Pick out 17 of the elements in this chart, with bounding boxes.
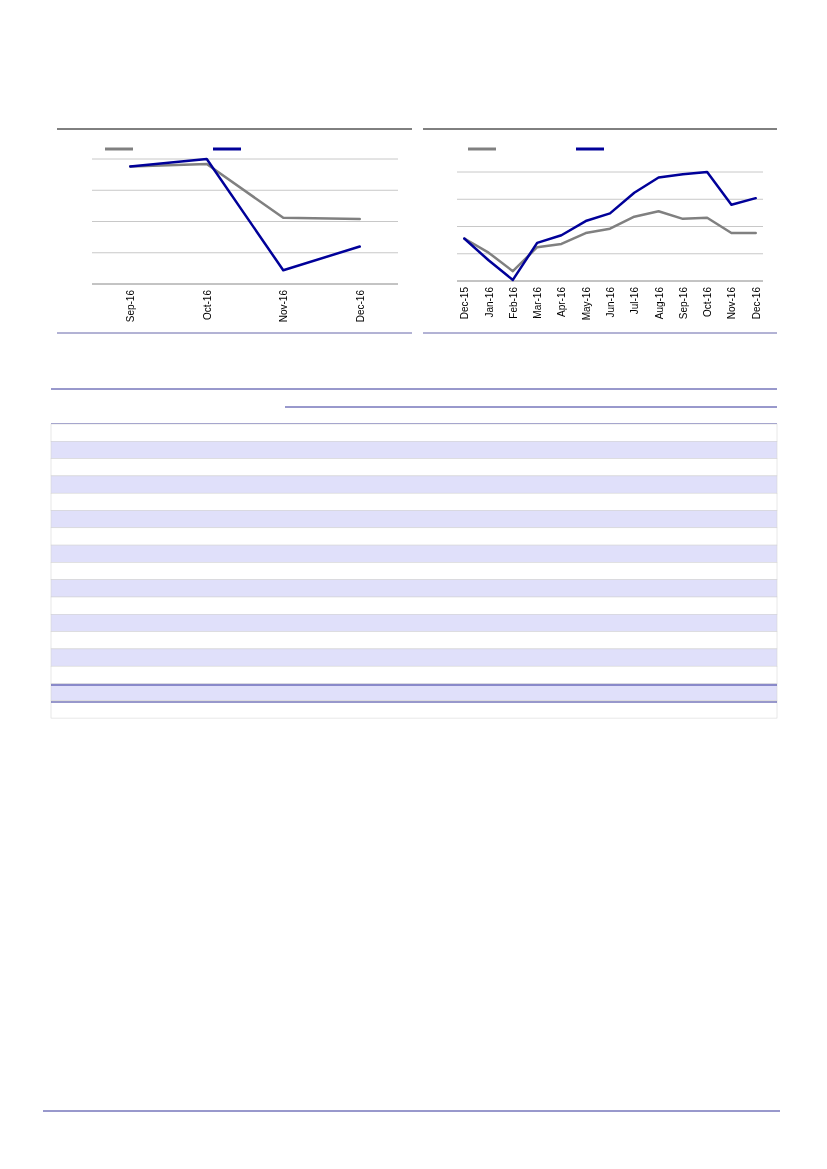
x-tick-label: Nov-16 [278, 289, 290, 323]
x-tick-label: Oct-16 [201, 289, 213, 321]
x-tick-label: Jul-16 [629, 286, 641, 315]
x-tick-label: May-16 [580, 286, 592, 321]
x-tick-label: Aug-16 [653, 286, 665, 320]
x-tick-label: Oct-16 [702, 286, 714, 318]
x-tick-label: Nov-16 [726, 286, 738, 320]
x-tick-label: Apr-16 [556, 286, 568, 318]
x-tick-label: Sep-16 [677, 286, 689, 320]
x-tick-label: Mar-16 [532, 286, 544, 319]
x-tick-label: Sep-16 [125, 289, 137, 323]
x-tick-label: Dec-15 [459, 286, 471, 320]
x-tick-label: Dec-16 [354, 289, 366, 323]
x-tick-label: Dec-16 [750, 286, 762, 320]
x-tick-label: Jan-16 [483, 286, 495, 318]
x-tick-label: Feb-16 [507, 286, 519, 319]
x-tick-label: Jun-16 [605, 286, 616, 318]
